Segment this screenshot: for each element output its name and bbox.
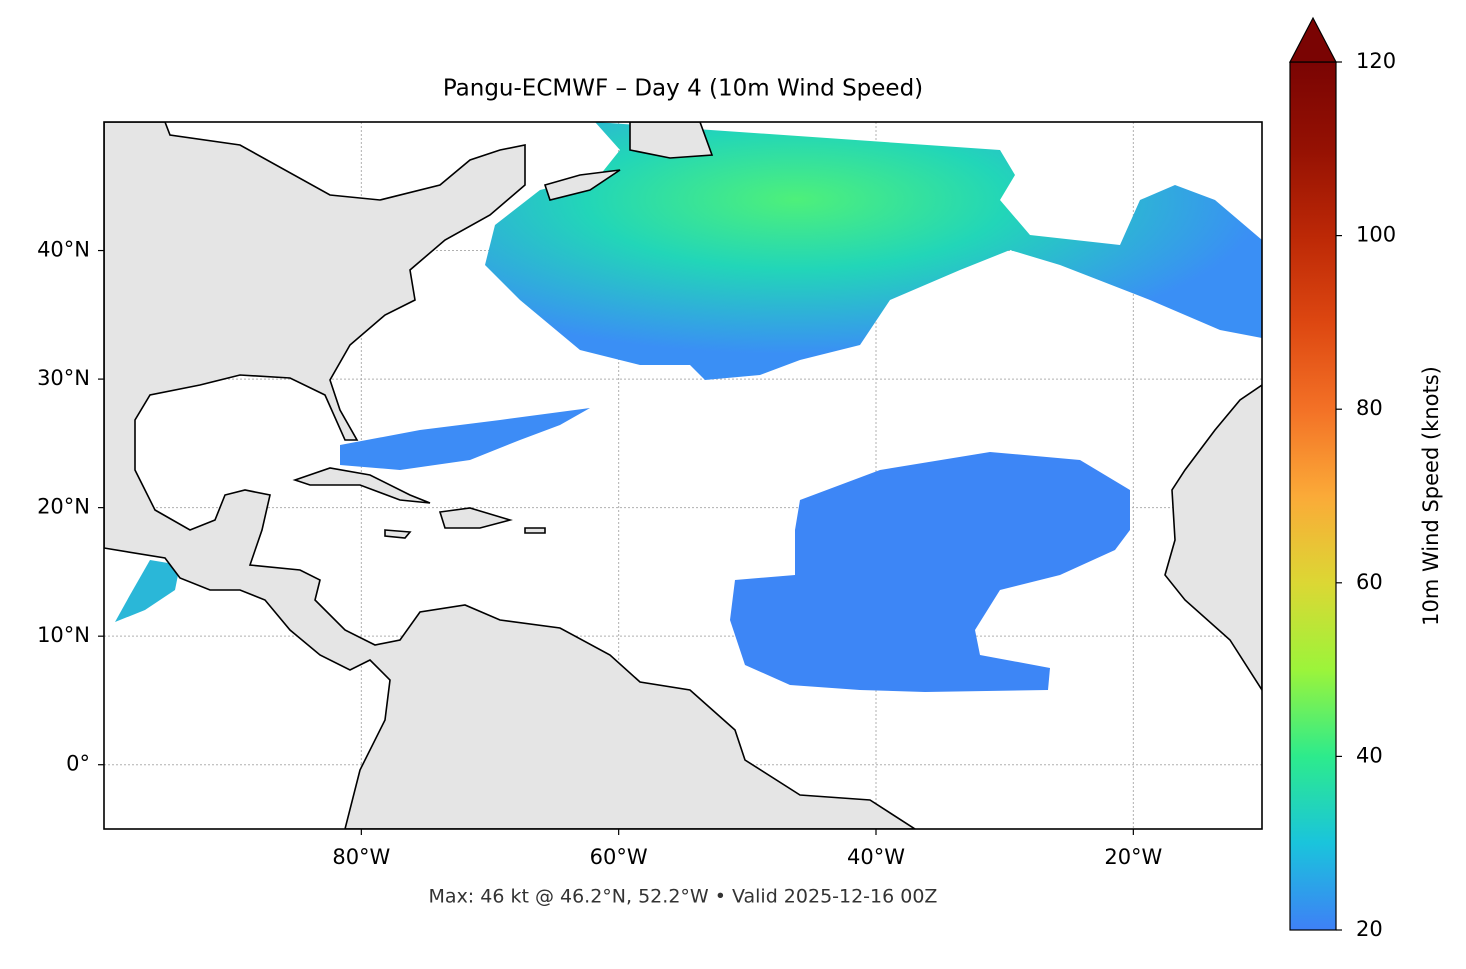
colorbar-tick-label: 80 xyxy=(1356,396,1383,420)
y-tick-label: 0° xyxy=(66,752,90,776)
plot-frame xyxy=(103,121,1263,830)
newfoundland xyxy=(629,122,714,159)
x-tick-label: 20°W xyxy=(1104,845,1162,869)
wind-field xyxy=(730,452,1130,692)
y-tick-label: 30°N xyxy=(37,366,90,390)
hispaniola xyxy=(438,507,513,529)
colorbar-label: 10m Wind Speed (knots) xyxy=(1419,366,1443,626)
cuba xyxy=(292,467,431,504)
wind-field xyxy=(115,560,180,622)
y-tick-label: 20°N xyxy=(37,495,90,519)
footer-note: Max: 46 kt @ 46.2°N, 52.2°W • Valid 2025… xyxy=(429,886,938,908)
colorbar-tick-label: 100 xyxy=(1356,223,1396,247)
colorbar-tick-label: 20 xyxy=(1356,917,1383,941)
africa xyxy=(1164,384,1262,692)
chart-title: Pangu-ECMWF – Day 4 (10m Wind Speed) xyxy=(443,76,923,102)
y-tick-label: 10°N xyxy=(37,623,90,647)
wind-field xyxy=(340,408,590,470)
colorbar-tick-label: 40 xyxy=(1356,743,1383,767)
x-tick-label: 40°W xyxy=(847,845,905,869)
map xyxy=(104,122,1262,829)
colorbar-tick-label: 120 xyxy=(1356,49,1396,73)
puerto-rico xyxy=(384,527,546,539)
nova-scotia xyxy=(543,169,621,201)
colorbar-extension xyxy=(1289,16,1337,63)
colorbar-scale xyxy=(1289,61,1337,931)
wind-field xyxy=(485,122,1262,380)
x-tick-label: 60°W xyxy=(590,845,648,869)
americas xyxy=(104,122,917,829)
colorbar: 20 40 60 80 100 120 xyxy=(1289,16,1396,941)
x-tick-label: 80°W xyxy=(332,845,390,869)
colorbar-tick-label: 60 xyxy=(1356,570,1383,594)
y-tick-label: 40°N xyxy=(37,238,90,262)
